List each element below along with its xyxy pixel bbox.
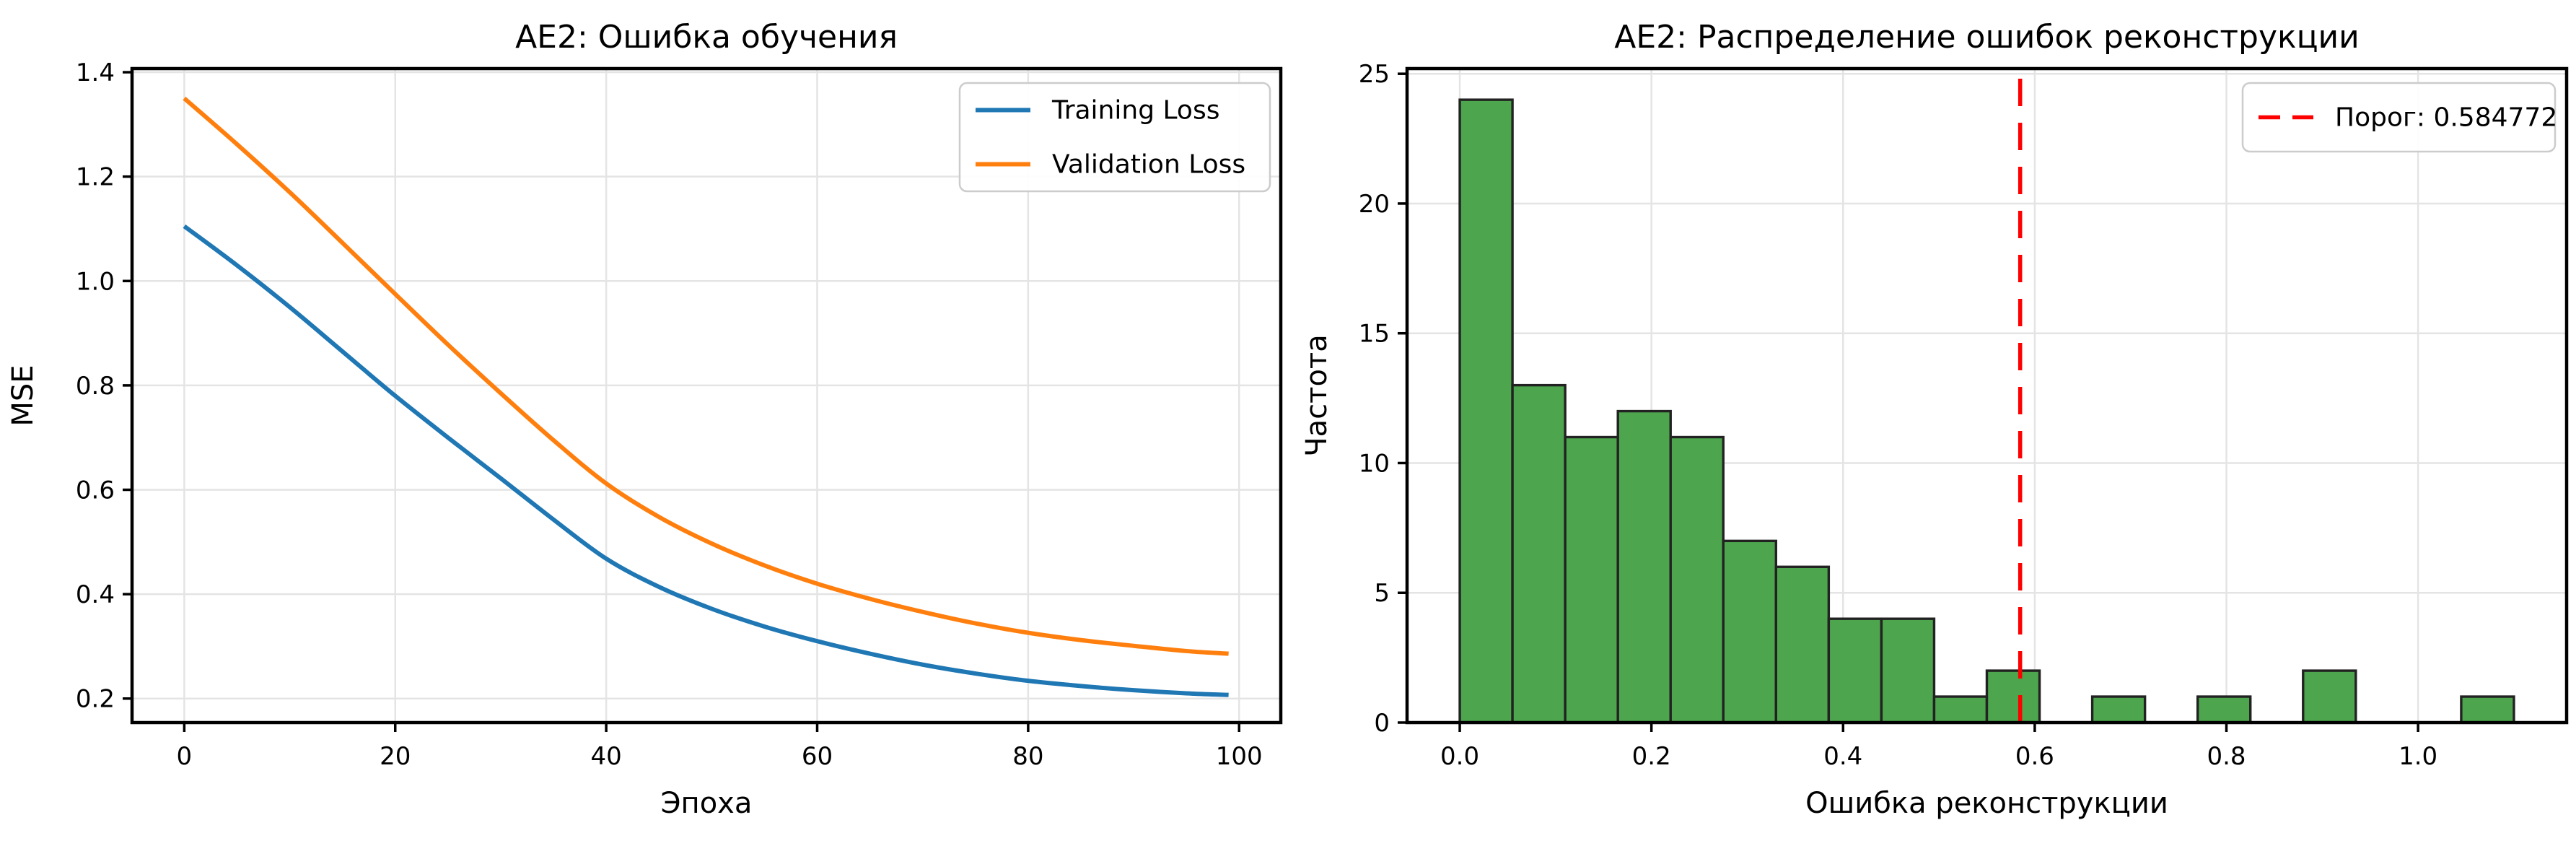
loss-chart-xlabel: Эпоха — [661, 787, 753, 820]
y-tick-label: 1.0 — [76, 267, 115, 296]
x-tick-label: 0.8 — [2207, 742, 2246, 771]
y-tick-label: 20 — [1359, 190, 1390, 219]
histogram-bar — [2460, 695, 2515, 724]
histogram-bar — [1458, 98, 1514, 724]
error-histogram-panel: 0.0 0.2 0.4 0.6 0.8 1.0 0 5 10 15 20 25 AE2: Распред… — [1300, 19, 2569, 820]
histogram-bar — [1880, 617, 1936, 724]
threshold-legend-label: Порог: 0.584772 — [2335, 103, 2557, 133]
loss-chart-ticks: 0 20 40 60 80 100 0.2 0.4 0.6 0.8 1.0 1.2 1.4 — [76, 58, 1263, 771]
error-histogram-title: AE2: Распределение ошибок реконструкции — [1614, 19, 2359, 56]
x-tick-label: 0.2 — [1632, 742, 1671, 771]
x-tick-label: 1.0 — [2398, 742, 2437, 771]
error-histogram-xlabel: Ошибка реконструкции — [1805, 787, 2168, 820]
x-tick-label: 80 — [1012, 742, 1043, 771]
validation-loss-legend-label: Validation Loss — [1052, 150, 1245, 180]
histogram-bar — [1669, 435, 1725, 724]
histogram-bar — [1774, 565, 1831, 724]
x-tick-label: 60 — [802, 742, 833, 771]
error-histogram-ticks: 0.0 0.2 0.4 0.6 0.8 1.0 0 5 10 15 20 25 — [1359, 60, 2437, 771]
histogram-bar — [1932, 695, 1989, 724]
training-loss-line — [183, 224, 1229, 697]
x-tick-label: 40 — [590, 742, 621, 771]
histogram-bars — [1458, 98, 2515, 724]
loss-chart-ylabel: MSE — [6, 365, 40, 426]
training-loss-legend-label: Training Loss — [1051, 96, 1219, 126]
histogram-bar — [1722, 539, 1778, 724]
x-tick-label: 0 — [177, 742, 193, 771]
y-tick-label: 0.4 — [76, 580, 115, 609]
loss-chart-legend-frame — [958, 82, 1271, 193]
y-tick-label: 1.2 — [76, 163, 115, 192]
x-tick-label: 0.6 — [2015, 742, 2054, 771]
y-tick-label: 0.6 — [76, 476, 115, 505]
y-tick-label: 0 — [1374, 709, 1390, 738]
y-tick-label: 1.4 — [76, 58, 115, 87]
y-tick-label: 0.8 — [76, 372, 115, 401]
x-tick-label: 100 — [1216, 742, 1263, 771]
histogram-bar — [2196, 695, 2252, 724]
error-histogram-spines — [1405, 66, 2569, 725]
loss-chart-spines — [130, 66, 1283, 725]
loss-chart-panel: 0 20 40 60 80 100 0.2 0.4 0.6 0.8 1.0 1.2 1.4 AE2: Ош… — [6, 19, 1283, 820]
y-tick-label: 25 — [1359, 60, 1390, 89]
x-tick-label: 20 — [380, 742, 411, 771]
histogram-bar — [1616, 409, 1672, 724]
histogram-bar — [1511, 383, 1567, 724]
y-tick-label: 5 — [1374, 579, 1390, 608]
histogram-bar — [1564, 435, 1619, 724]
error-histogram-ylabel: Частота — [1300, 334, 1333, 457]
y-tick-label: 10 — [1359, 449, 1390, 478]
y-tick-label: 0.2 — [76, 685, 115, 714]
loss-chart-title: AE2: Ошибка обучения — [515, 19, 898, 56]
histogram-bar — [1827, 617, 1883, 724]
histogram-bar — [2090, 695, 2147, 724]
histogram-bar — [1985, 669, 2041, 724]
y-tick-label: 15 — [1359, 320, 1390, 349]
x-tick-label: 0.4 — [1823, 742, 1862, 771]
error-histogram-legend: Порог: 0.584772 — [2241, 82, 2557, 153]
validation-loss-line — [183, 96, 1229, 656]
loss-chart-legend: Training Loss Validation Loss — [958, 82, 1271, 193]
histogram-bar — [2302, 669, 2357, 724]
error-histogram-legend-frame — [2241, 82, 2557, 153]
x-tick-label: 0.0 — [1440, 742, 1479, 771]
